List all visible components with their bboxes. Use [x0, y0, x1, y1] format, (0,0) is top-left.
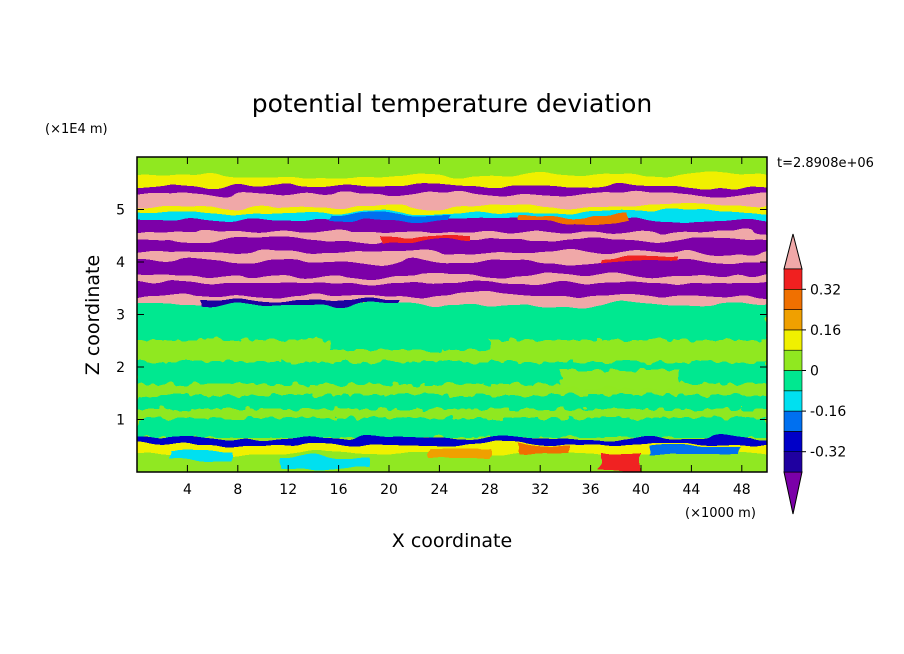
x-axis-label: X coordinate — [392, 530, 512, 552]
x-tick-label: 32 — [531, 482, 549, 498]
colorbar-tick-label: 0.16 — [810, 323, 841, 339]
colorbar-swatch — [783, 431, 803, 452]
y-tick-label: 1 — [116, 413, 125, 429]
x-tick-label: 48 — [733, 482, 751, 498]
x-tick-label: 24 — [430, 482, 448, 498]
colorbar-swatch — [783, 309, 803, 331]
y-tick-label: 2 — [116, 360, 125, 376]
time-label: t=2.8908e+06 — [777, 156, 874, 171]
x-tick-label: 20 — [380, 482, 398, 498]
colorbar-swatch — [783, 329, 803, 351]
upper-layer — [137, 176, 767, 305]
colorbar-tick-label: -0.16 — [810, 404, 846, 420]
x-unit-label: (×1000 m) — [685, 506, 756, 521]
colorbar: 0.32 0.16 0 -0.16 -0.32 — [783, 233, 846, 515]
x-tick-label: 12 — [279, 482, 297, 498]
y-tick-label: 5 — [116, 203, 125, 219]
surface-layer — [137, 438, 767, 472]
y-axis-label: Z coordinate — [82, 255, 104, 375]
colorbar-swatch — [783, 349, 803, 371]
colorbar-swatch — [783, 370, 803, 392]
y-tick-label: 4 — [116, 255, 125, 271]
colorbar-swatch — [783, 451, 803, 473]
colorbar-swatch — [783, 390, 803, 412]
y-unit-label: (×1E4 m) — [45, 122, 108, 137]
colorbar-swatch — [783, 268, 803, 290]
colorbar-swatch — [783, 410, 803, 432]
colorbar-tick-label: -0.32 — [810, 445, 846, 461]
x-axis-ticks: 4 8 12 16 20 24 28 32 36 40 44 48 — [183, 157, 751, 498]
colorbar-min-arrow — [783, 471, 803, 515]
x-tick-label: 28 — [481, 482, 499, 498]
chart-title: potential temperature deviation — [252, 89, 652, 118]
lower-layer — [137, 300, 767, 438]
x-tick-label: 44 — [682, 482, 700, 498]
colorbar-max-arrow — [783, 233, 803, 270]
x-tick-label: 8 — [233, 482, 242, 498]
colorbar-tick-label: 0.32 — [810, 282, 841, 298]
colorbar-tick-label: 0 — [810, 364, 819, 380]
colorbar-swatch — [783, 288, 803, 310]
x-tick-label: 4 — [183, 482, 192, 498]
contour-field — [137, 157, 767, 472]
x-tick-label: 16 — [330, 482, 348, 498]
y-axis-ticks: 1 2 3 4 5 — [116, 203, 767, 429]
x-tick-label: 40 — [632, 482, 650, 498]
x-tick-label: 36 — [582, 482, 600, 498]
y-tick-label: 3 — [116, 308, 125, 324]
